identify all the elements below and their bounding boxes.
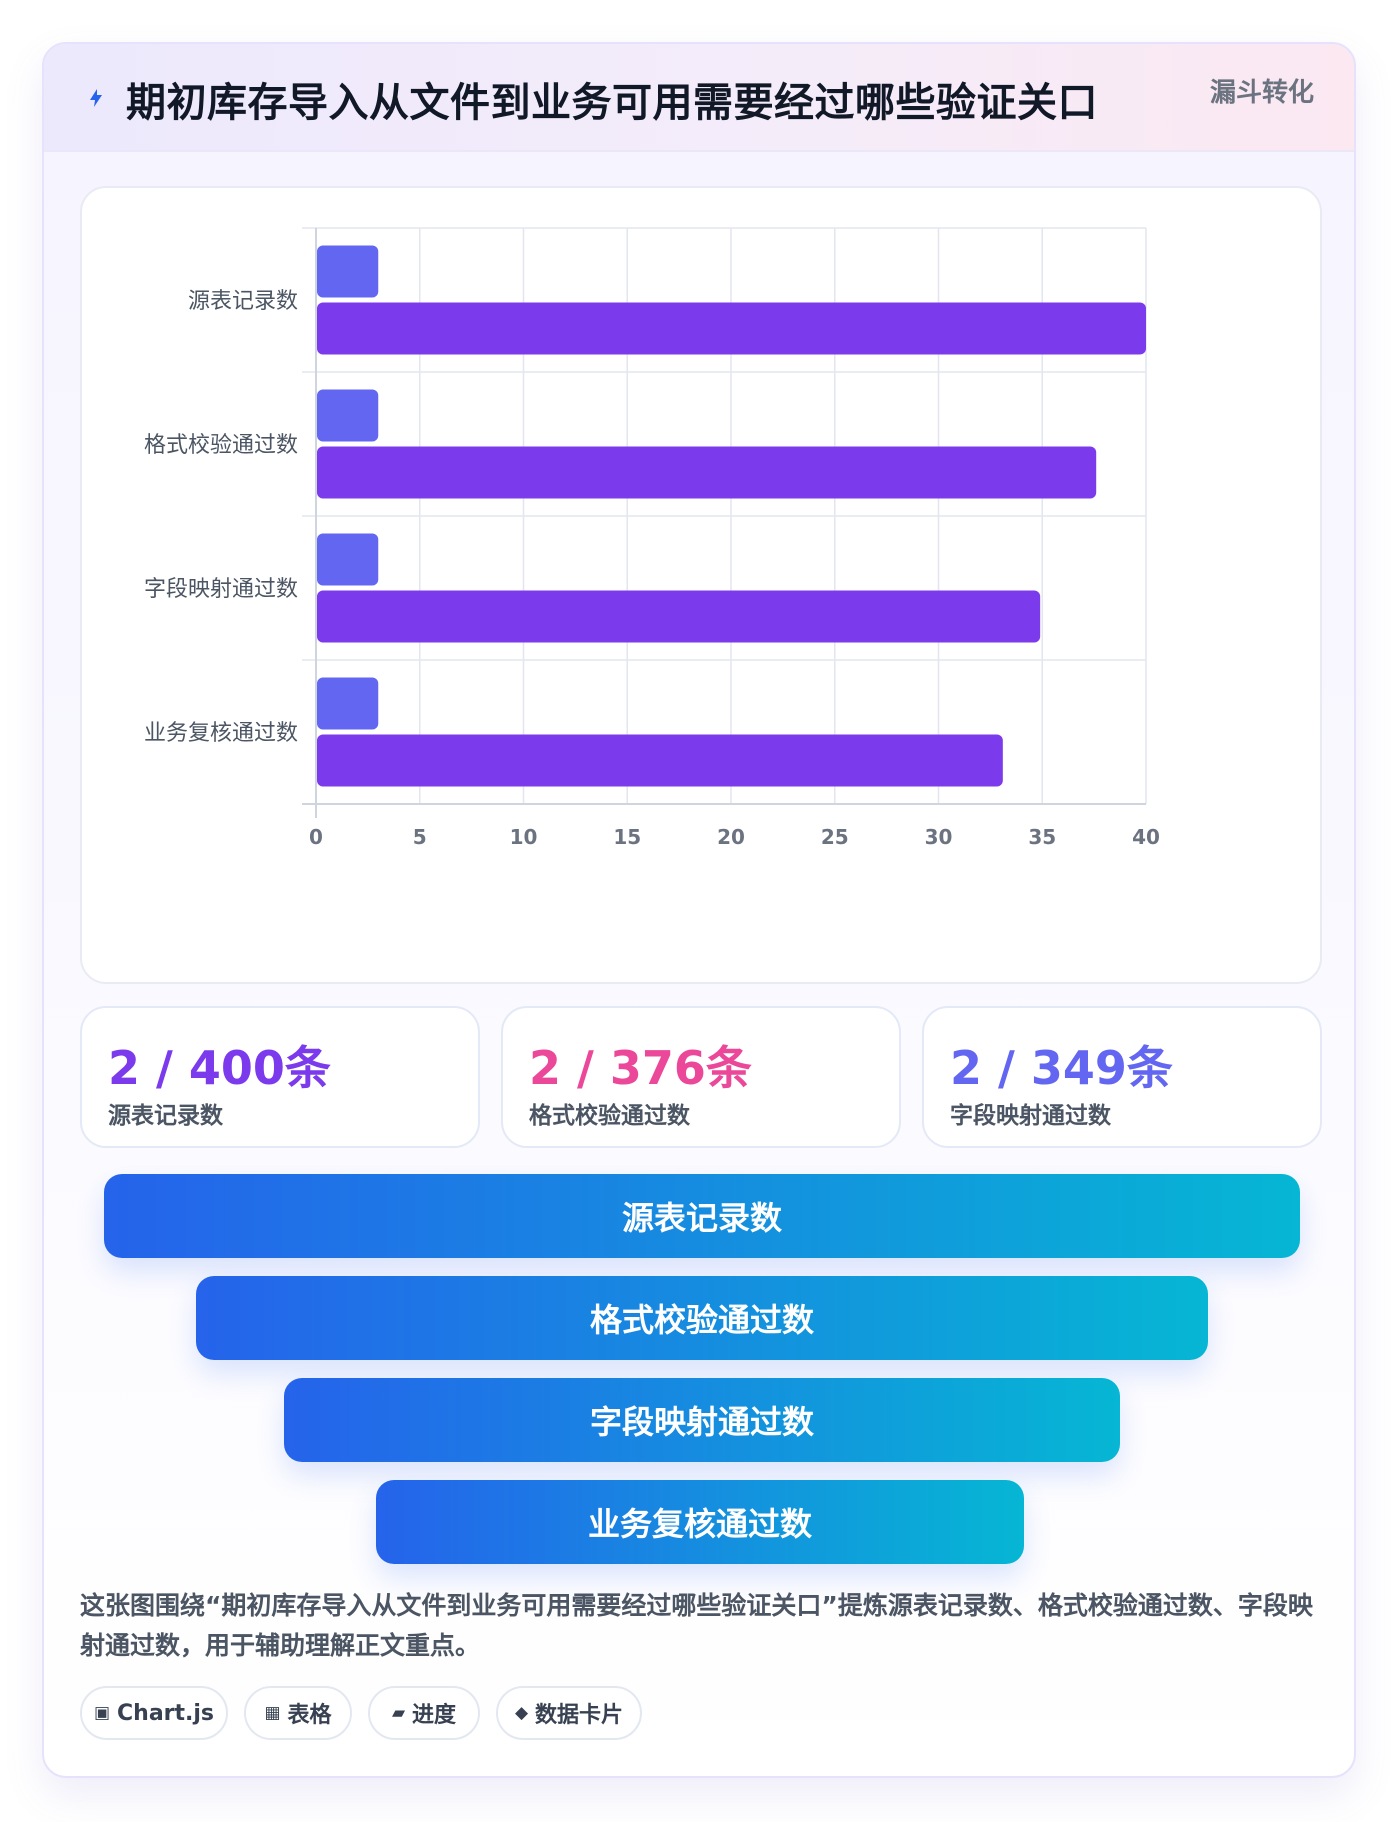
funnel-step: 业务复核通过数 (376, 1480, 1024, 1564)
tag-chartjs[interactable]: ▣ Chart.js (80, 1686, 228, 1740)
diamond-icon: ◆ (514, 1703, 529, 1723)
bar (317, 302, 1146, 355)
x-tick-label: 40 (1132, 825, 1160, 849)
x-tick-label: 0 (309, 825, 323, 849)
tag-label: 数据卡片 (535, 1703, 624, 1728)
page-title: 期初库存导入从文件到业务可用需要经过哪些验证关口 (126, 80, 1098, 126)
tag-label: 表格 (287, 1703, 332, 1728)
y-tick-label: 字段映射通过数 (144, 577, 298, 602)
card-header: 期初库存导入从文件到业务可用需要经过哪些验证关口 漏斗转化 (44, 44, 1354, 152)
tag-label: Chart.js (117, 1700, 215, 1726)
stat-label: 字段映射通过数 (950, 1103, 1111, 1129)
stat-label: 格式校验通过数 (529, 1103, 690, 1129)
x-tick-label: 30 (925, 825, 953, 849)
chart-icon: ▣ (93, 1703, 111, 1723)
y-tick-label: 业务复核通过数 (144, 721, 298, 746)
tag-progress[interactable]: ▰ 进度 (368, 1686, 480, 1740)
stat-value: 2 / 349条 (950, 1041, 1173, 1095)
bar (317, 734, 1003, 787)
bar (317, 533, 379, 586)
x-tick-label: 35 (1028, 825, 1056, 849)
bar (317, 446, 1097, 499)
stat-cards: 2 / 400条 源表记录数 2 / 376条 格式校验通过数 2 / 349条… (80, 1006, 1322, 1148)
stat-value: 2 / 376条 (529, 1041, 752, 1095)
x-tick-label: 20 (717, 825, 745, 849)
x-tick-label: 25 (821, 825, 849, 849)
lightning-icon (90, 89, 102, 107)
bar (317, 389, 379, 442)
bar (317, 245, 379, 298)
stat-card: 2 / 400条 源表记录数 (80, 1006, 480, 1148)
x-tick-label: 15 (613, 825, 641, 849)
tag-data-card[interactable]: ◆ 数据卡片 (496, 1686, 642, 1740)
progress-icon: ▰ (391, 1703, 406, 1723)
table-icon: ▦ (264, 1703, 281, 1723)
stat-label: 源表记录数 (108, 1103, 223, 1129)
bar (317, 590, 1041, 643)
bar-chart-panel: 源表记录数格式校验通过数 字段映射通过数 业务复核通过数 0 5 10 15 20 25 30 35… (80, 186, 1322, 984)
y-tick-label: 源表记录数 (188, 289, 298, 314)
funnel-step: 源表记录数 (104, 1174, 1300, 1258)
tag-table[interactable]: ▦ 表格 (244, 1686, 352, 1740)
x-tick-label: 5 (413, 825, 427, 849)
y-tick-label: 格式校验通过数 (144, 433, 298, 458)
stat-card: 2 / 376条 格式校验通过数 (501, 1006, 901, 1148)
stat-card: 2 / 349条 字段映射通过数 (922, 1006, 1322, 1148)
x-tick-label: 10 (510, 825, 538, 849)
chart-type-badge: 漏斗转化 (1209, 78, 1314, 108)
main-card: 期初库存导入从文件到业务可用需要经过哪些验证关口 漏斗转化 源表记录数格式校验通… (42, 42, 1356, 1778)
funnel-step: 字段映射通过数 (284, 1378, 1120, 1462)
chart-description: 这张图围绕“期初库存导入从文件到业务可用需要经过哪些验证关口”提炼源表记录数、格… (80, 1591, 1313, 1660)
stat-value: 2 / 400条 (108, 1041, 331, 1095)
bar (317, 677, 379, 730)
funnel-step: 格式校验通过数 (196, 1276, 1208, 1360)
tag-label: 进度 (412, 1703, 457, 1728)
